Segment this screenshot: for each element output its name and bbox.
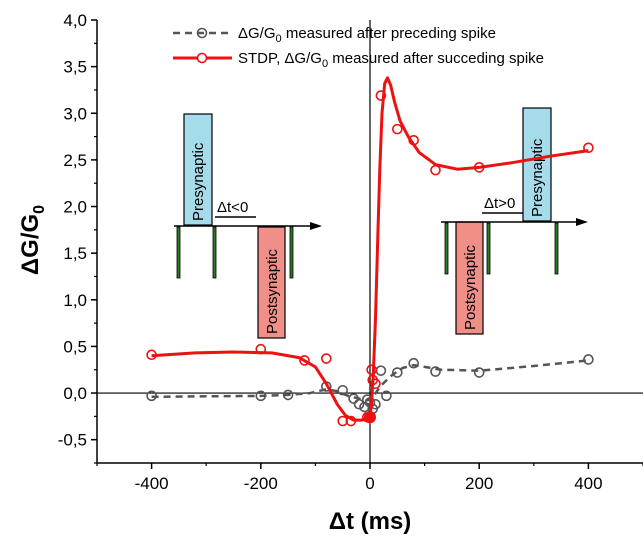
series-preceding-point xyxy=(381,390,392,402)
series-succeding-point xyxy=(473,162,485,173)
inset-right-spike xyxy=(554,222,559,275)
inset-right-spike xyxy=(444,222,449,275)
inset-right-pre-label: Presynaptic xyxy=(529,138,546,217)
y-tick-label: 1,5 xyxy=(63,244,87,263)
series-succeding-point xyxy=(255,343,267,355)
series-preceding-curve xyxy=(151,359,589,402)
x-ticks: -400 -200 0 200 400 xyxy=(96,463,643,493)
plot-frame xyxy=(96,20,643,464)
legend-marker-preceding xyxy=(196,27,208,39)
series-succeding-point xyxy=(321,353,332,364)
x-axis-title: Δt (ms) xyxy=(329,508,412,535)
legend: ΔG/G0 measured after preceding spike STD… xyxy=(173,25,544,70)
y-axis-title-main: ΔG/G xyxy=(17,214,44,275)
inset-left-pre-label: Presynaptic xyxy=(190,142,207,221)
legend-label-preceding: ΔG/G0 measured after preceding spike xyxy=(238,25,496,45)
inset-left-spike xyxy=(176,226,181,279)
legend-marker-succeding xyxy=(196,52,208,64)
inset-left-post-box xyxy=(257,226,286,339)
y-axis-title: ΔG/G0 xyxy=(17,205,48,275)
series-preceding-point xyxy=(391,367,403,378)
y-tick-label: 2,5 xyxy=(63,151,87,170)
inset-left-spike xyxy=(212,226,217,279)
y-tick-label: 0,0 xyxy=(63,384,87,403)
legend-label-succeding-rest: measured after succeding spike xyxy=(328,50,544,67)
inset-right-dt-label: Δt>0 xyxy=(484,195,515,212)
y-tick-label: 1,0 xyxy=(63,291,87,310)
inset-left-dt-label: Δt<0 xyxy=(217,199,248,216)
y-axis-title-group: ΔG/G0 xyxy=(17,205,48,275)
y-axis-title-sub: 0 xyxy=(31,205,48,214)
inset-right-spike xyxy=(486,222,491,275)
series-layer xyxy=(146,76,594,427)
series-succeding-point xyxy=(583,142,594,154)
series-preceding-point xyxy=(353,398,365,410)
series-preceding-point xyxy=(583,354,594,365)
legend-label-preceding-sub: 0 xyxy=(276,33,282,45)
series-succeding-zero-marker xyxy=(364,411,376,424)
y-tick-label: -0,5 xyxy=(58,431,87,450)
legend-label-succeding: STDP, ΔG/G0 measured after succeding spi… xyxy=(238,50,544,70)
series-preceding-point xyxy=(473,367,485,378)
series-preceding-point xyxy=(430,366,441,377)
inset-left-arrow-head xyxy=(310,222,322,230)
legend-label-preceding-rest: measured after preceding spike xyxy=(282,25,496,42)
inset-left-pre-box xyxy=(183,113,213,226)
series-preceding-point xyxy=(337,384,349,396)
x-tick-label: -200 xyxy=(244,474,278,493)
series-succeding-point xyxy=(408,135,419,146)
legend-label-preceding-main: ΔG/G xyxy=(238,25,276,42)
y-tick-label: 0,5 xyxy=(63,337,87,356)
series-succeding-curve xyxy=(151,76,589,422)
inset-left-spike xyxy=(289,226,294,279)
series-succeding-point xyxy=(366,364,377,376)
series-preceding-point xyxy=(146,390,157,402)
series-succeding-point xyxy=(345,415,357,427)
legend-label-succeding-main: STDP, ΔG/G xyxy=(238,50,322,67)
series-succeding-point xyxy=(370,378,381,390)
y-tick-label: 4,0 xyxy=(63,11,87,30)
series-preceding-point xyxy=(348,393,359,404)
inset-left-post-label: Postsynaptic xyxy=(264,248,281,334)
series-preceding-point xyxy=(408,357,419,369)
series-succeding-point xyxy=(430,164,441,176)
series-preceding-point xyxy=(282,389,294,401)
series-succeding-point xyxy=(375,90,387,101)
y-ticks: -0,5 0,0 0,5 1,0 1,5 2,0 2,5 3,0 3,5 4,0 xyxy=(58,11,97,464)
y-tick-label: 2,0 xyxy=(63,198,87,217)
inset-right-pre-box xyxy=(522,107,552,222)
series-preceding-point xyxy=(255,390,267,402)
y-tick-label: 3,0 xyxy=(63,104,87,123)
series-preceding-point xyxy=(375,365,387,376)
inset-right-post-label: Postsynaptic xyxy=(462,244,479,330)
x-tick-label: 200 xyxy=(465,474,493,493)
inset-right-post-box xyxy=(455,221,484,335)
series-succeding-point xyxy=(299,355,310,366)
series-succeding-point xyxy=(337,415,349,427)
series-succeding-point xyxy=(146,349,157,361)
inset-positive-dt: Presynaptic Postsynaptic Δt>0 xyxy=(441,107,588,335)
x-tick-label: 0 xyxy=(365,474,374,493)
legend-label-succeding-sub: 0 xyxy=(322,58,328,70)
series-succeding-point xyxy=(391,123,403,135)
inset-right-arrow-head xyxy=(576,218,588,226)
x-tick-label: 400 xyxy=(574,474,602,493)
y-tick-label: 3,5 xyxy=(63,58,87,77)
inset-negative-dt: Presynaptic Postsynaptic Δt<0 xyxy=(174,113,322,339)
x-tick-label: -400 xyxy=(135,474,169,493)
